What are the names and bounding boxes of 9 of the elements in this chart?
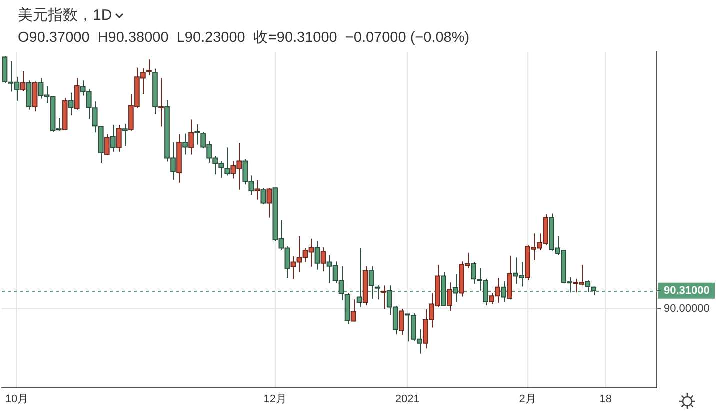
y-tick-label: 90.00000 <box>664 302 710 315</box>
x-tick-label: 18 <box>600 393 612 406</box>
x-tick-label: 2月 <box>519 393 536 406</box>
x-tick-label: 12月 <box>264 393 288 406</box>
y-tick-label: 90.31000 <box>664 284 710 297</box>
x-tick-label: 10月 <box>5 393 29 406</box>
x-tick-label: 2021 <box>395 393 420 406</box>
chart-title: 美元指数，1D <box>18 6 112 25</box>
chart-subtitle: O90.37000 H90.38000 L90.23000 收=90.31000 −0.07000 (−0.08%) <box>18 29 470 47</box>
